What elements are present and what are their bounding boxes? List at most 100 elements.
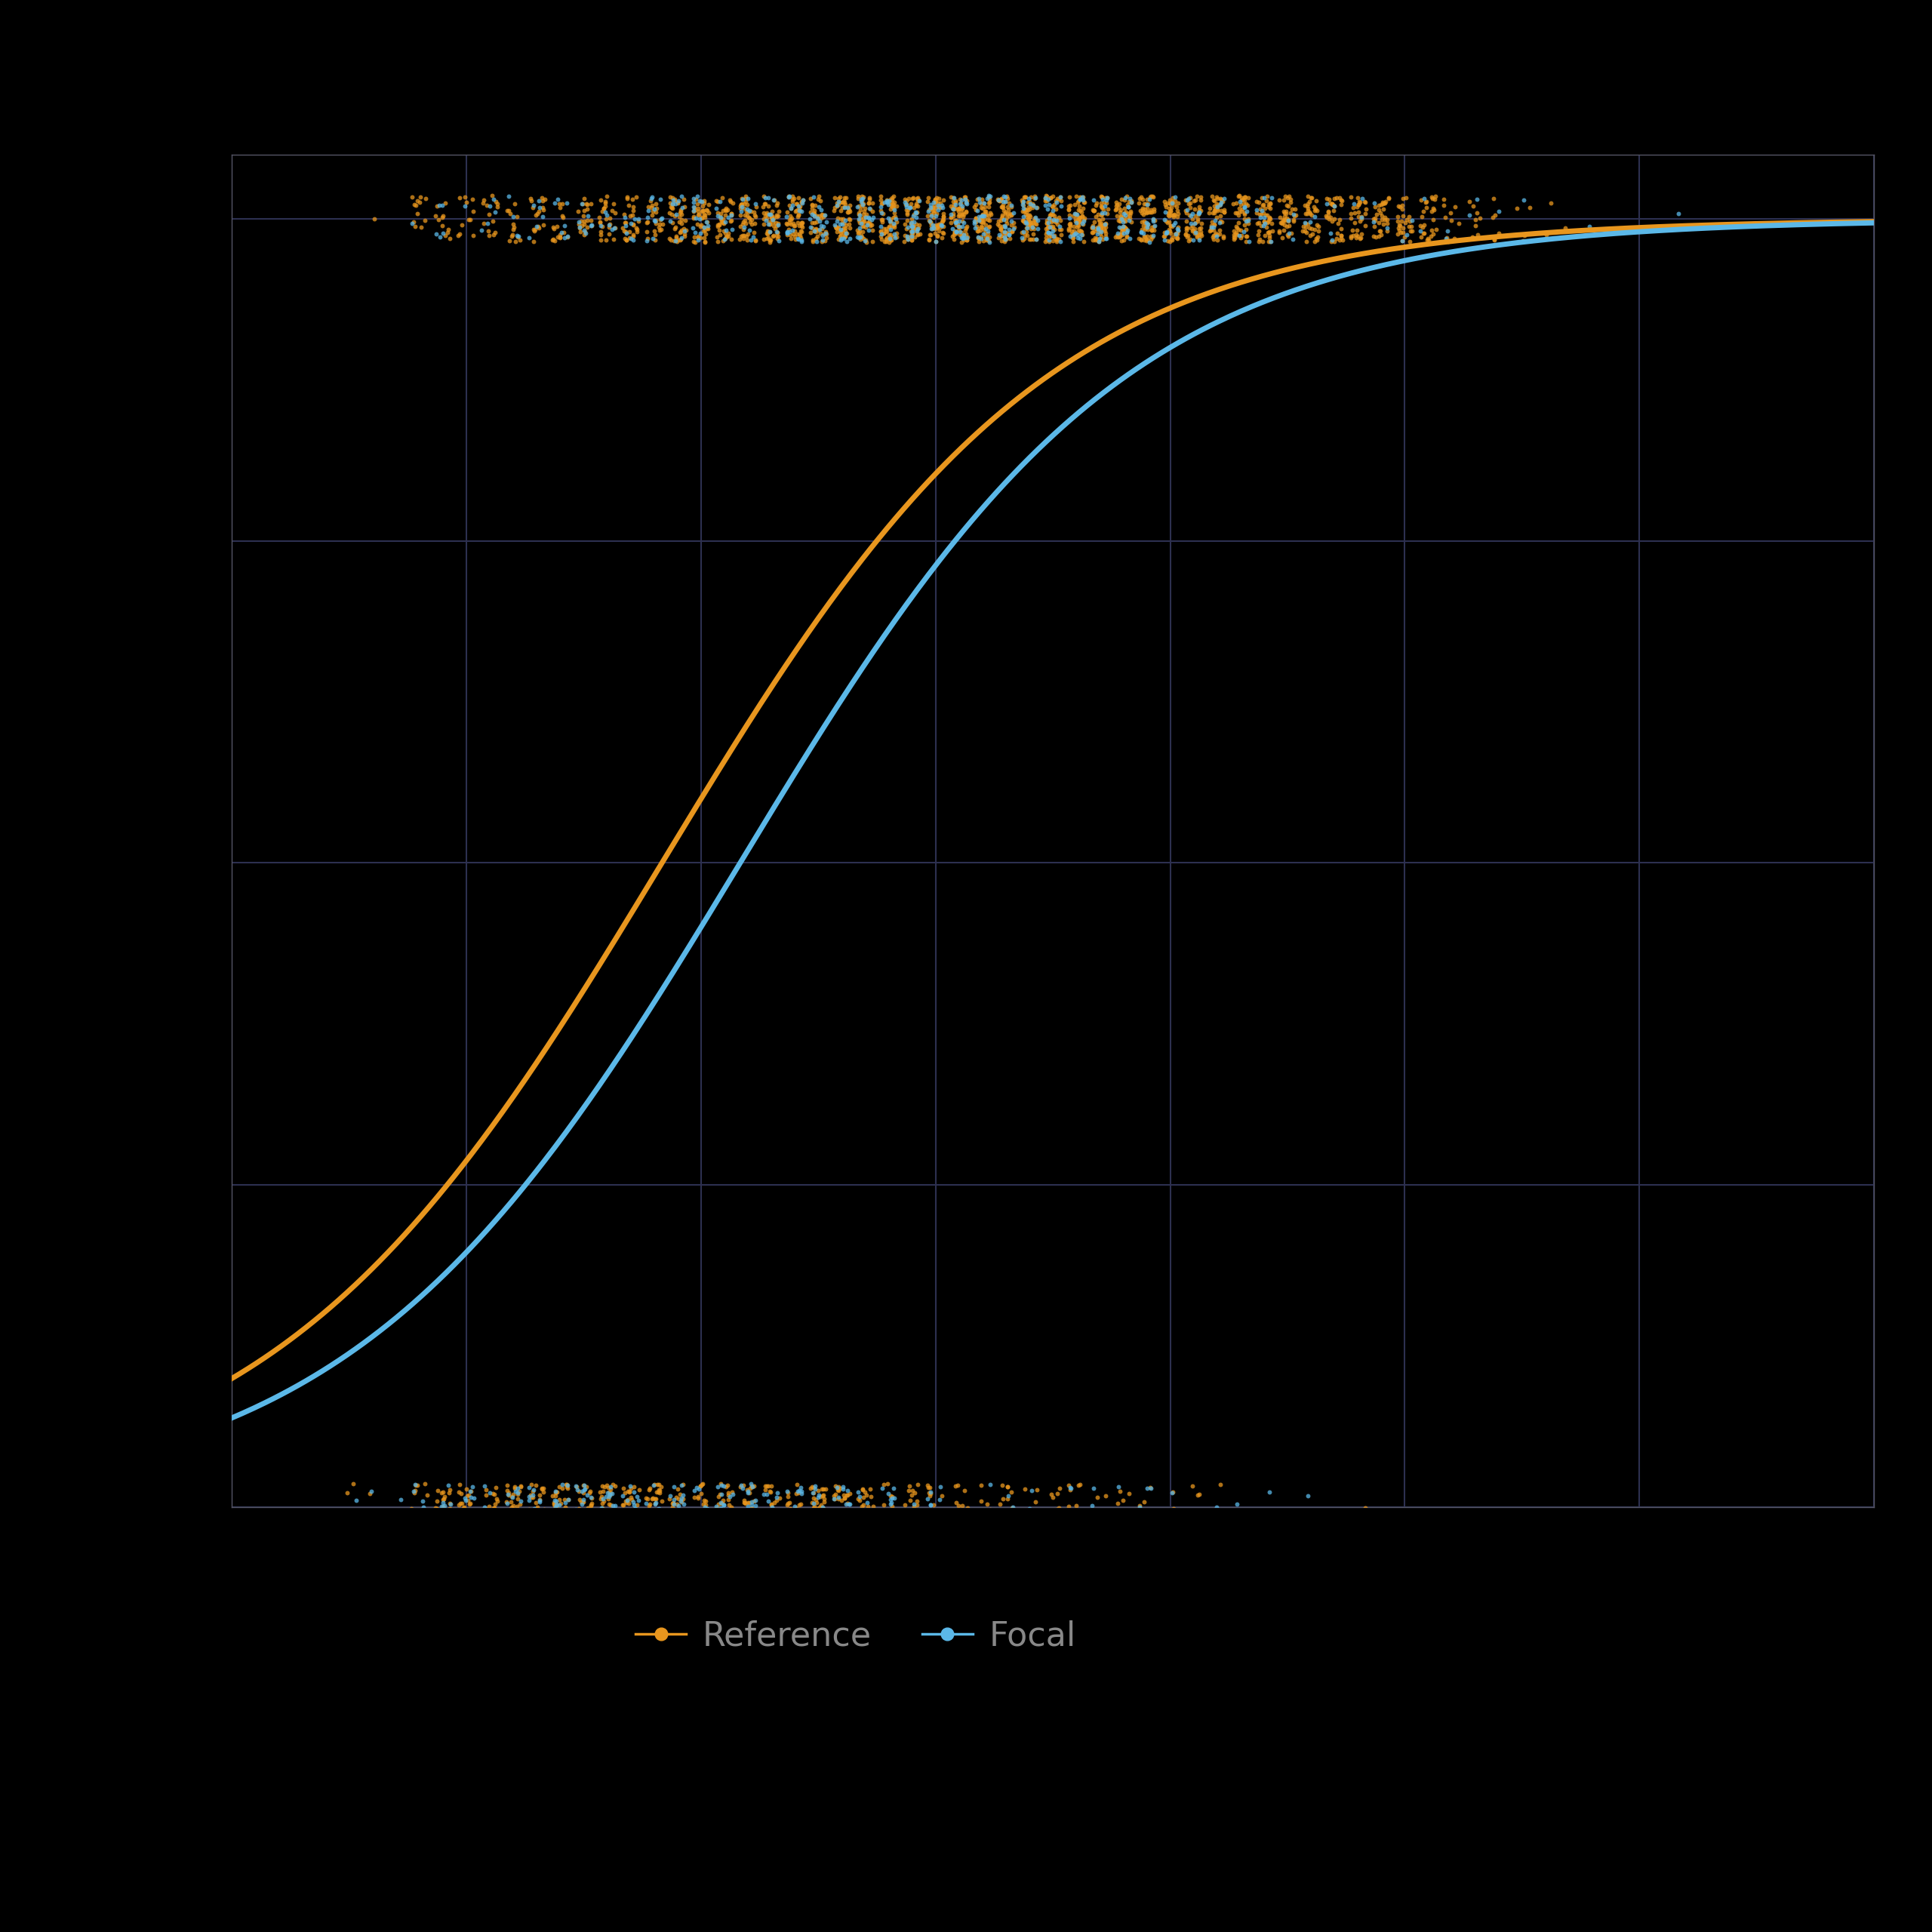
Point xyxy=(1200,209,1231,240)
Point xyxy=(1291,226,1321,257)
Point xyxy=(829,213,860,243)
Point xyxy=(1053,1492,1084,1522)
Point xyxy=(504,1476,535,1507)
Point xyxy=(694,189,724,220)
Point xyxy=(848,1490,879,1520)
Point xyxy=(726,187,757,218)
Point xyxy=(916,1478,947,1509)
Point xyxy=(732,193,763,224)
Point xyxy=(705,1488,736,1519)
Point xyxy=(568,1470,599,1501)
Point xyxy=(396,1493,427,1524)
Point xyxy=(1186,1501,1217,1532)
Point xyxy=(1041,207,1072,238)
Point xyxy=(1039,189,1070,220)
Point xyxy=(898,211,929,242)
Point xyxy=(1248,197,1279,228)
Point xyxy=(823,189,854,220)
Point xyxy=(875,224,906,255)
Point xyxy=(1012,207,1043,238)
Point xyxy=(1408,195,1439,226)
Point xyxy=(657,1501,688,1532)
Point xyxy=(667,1501,697,1532)
Point xyxy=(1209,197,1240,228)
Point xyxy=(1175,182,1206,213)
Point xyxy=(914,1478,945,1509)
Point xyxy=(968,218,999,249)
Point xyxy=(1312,197,1343,228)
Point xyxy=(875,222,906,253)
Point xyxy=(713,1484,744,1515)
Point xyxy=(547,216,578,247)
Point xyxy=(786,1478,817,1509)
Point xyxy=(1078,207,1109,238)
Point xyxy=(891,1497,922,1528)
Point xyxy=(1233,209,1264,240)
Point xyxy=(781,1493,811,1524)
Point xyxy=(1318,189,1349,220)
Point xyxy=(1153,214,1184,245)
Point xyxy=(639,209,670,240)
Point xyxy=(667,1484,697,1515)
Point xyxy=(1009,189,1039,220)
Point xyxy=(568,195,599,226)
Point xyxy=(1271,189,1302,220)
Point xyxy=(1128,199,1159,230)
Point xyxy=(925,207,956,238)
Point xyxy=(1312,187,1343,218)
Point xyxy=(873,189,904,220)
Point xyxy=(867,1495,898,1526)
Point xyxy=(920,218,951,249)
Point xyxy=(748,191,779,222)
Point xyxy=(527,1476,558,1507)
Point xyxy=(1300,193,1331,224)
Point xyxy=(802,184,833,214)
Point xyxy=(810,1503,840,1534)
Point xyxy=(947,1490,978,1520)
Point xyxy=(728,1484,759,1515)
Point xyxy=(643,214,674,245)
Point xyxy=(833,191,864,222)
Point xyxy=(1229,197,1260,228)
Point xyxy=(925,1472,956,1503)
Point xyxy=(634,1490,665,1520)
Point xyxy=(479,216,510,247)
Point xyxy=(1254,193,1285,224)
Point xyxy=(831,218,862,249)
Point xyxy=(591,182,622,213)
Point xyxy=(784,191,815,222)
Point xyxy=(821,205,852,236)
Point xyxy=(1036,207,1066,238)
Point xyxy=(450,191,481,222)
Point xyxy=(781,195,811,226)
Point xyxy=(873,226,904,257)
Point xyxy=(1061,199,1092,230)
Point xyxy=(1150,218,1180,249)
Point xyxy=(599,197,630,228)
Point xyxy=(705,218,736,249)
Point xyxy=(1155,187,1186,218)
Point xyxy=(655,1480,686,1511)
Point xyxy=(925,209,956,240)
Point xyxy=(904,218,935,249)
Point xyxy=(1157,211,1188,242)
Point xyxy=(773,180,804,211)
Point xyxy=(1273,218,1304,249)
Point xyxy=(1171,213,1202,243)
Point xyxy=(618,191,649,222)
Point xyxy=(442,220,473,251)
Point xyxy=(497,220,527,251)
Point xyxy=(869,1511,900,1542)
Point xyxy=(763,222,794,253)
Point xyxy=(1159,199,1190,230)
Point xyxy=(728,207,759,238)
Point xyxy=(1059,222,1090,253)
Point xyxy=(755,1511,786,1542)
Point xyxy=(568,1497,599,1528)
Point xyxy=(1248,226,1279,257)
Point xyxy=(997,1492,1028,1522)
Point xyxy=(454,205,485,236)
Point xyxy=(995,199,1026,230)
Point xyxy=(1034,199,1065,230)
Point xyxy=(1012,203,1043,234)
